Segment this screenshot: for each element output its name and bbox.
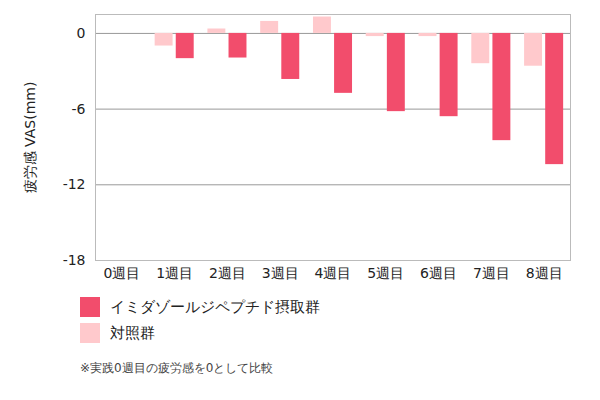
svg-text:-6: -6 [72, 101, 86, 117]
svg-text:2週目: 2週目 [209, 265, 246, 281]
svg-text:0週目: 0週目 [103, 265, 140, 281]
svg-text:-18: -18 [63, 252, 86, 268]
svg-text:-12: -12 [63, 176, 86, 192]
svg-text:疲労感 VAS(mm): 疲労感 VAS(mm) [22, 82, 38, 194]
svg-text:7週目: 7週目 [473, 265, 510, 281]
svg-text:4週目: 4週目 [315, 265, 352, 281]
html-text:※実践0週目の疲労感を0として比較: ※実践0週目の疲労感を0として比較 [80, 361, 274, 375]
svg-text:6週目: 6週目 [420, 265, 457, 281]
html-text:対照群: 対照群 [110, 323, 155, 342]
svg-text:0: 0 [77, 25, 86, 41]
svg-text:3週目: 3週目 [262, 265, 299, 281]
html-text:イミダゾールジペプチド摂取群: イミダゾールジペプチド摂取群 [110, 297, 320, 316]
svg-text:8週目: 8週目 [526, 265, 563, 281]
svg-text:5週目: 5週目 [367, 265, 404, 281]
svg-text:1週目: 1週目 [156, 265, 193, 281]
